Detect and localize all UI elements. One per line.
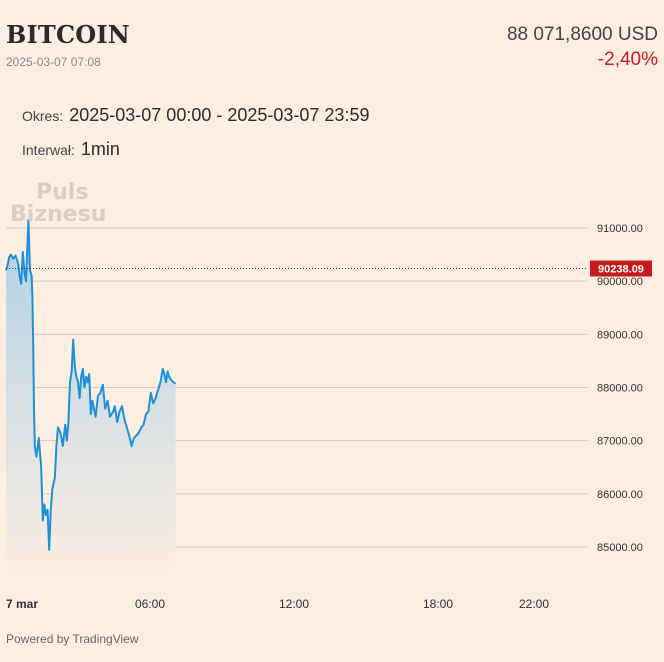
y-tick-label: 90000.00: [597, 276, 643, 288]
price-line: [5, 219, 177, 551]
watermark-line-2: Biznesu: [10, 202, 107, 227]
price-area-fill: [6, 220, 176, 580]
quote-timestamp: 2025-03-07 07:08: [6, 55, 101, 69]
puls-biznesu-watermark: Puls Biznesu: [10, 182, 106, 226]
interval-value: 1min: [80, 139, 120, 159]
reference-price-label: 90238.09: [598, 264, 644, 276]
powered-by-link[interactable]: Powered by TradingView: [6, 632, 139, 646]
asset-title: BITCOIN: [6, 20, 130, 49]
period-label: Okres:: [22, 108, 64, 124]
y-tick-label: 87000.00: [597, 436, 643, 448]
x-tick-label: 12:00: [279, 597, 309, 611]
x-tick-label: 7 mar: [6, 597, 38, 611]
x-tick-label: 18:00: [423, 597, 453, 611]
y-tick-label: 86000.00: [597, 489, 643, 501]
period-value: 2025-03-07 00:00 - 2025-03-07 23:59: [69, 105, 370, 125]
interval-row: Interwał: 1min: [22, 139, 120, 160]
x-tick-label: 06:00: [135, 597, 165, 611]
watermark-line-1: Puls: [36, 180, 89, 205]
y-tick-label: 88000.00: [597, 383, 643, 395]
interval-label: Interwał:: [22, 142, 75, 158]
reference-price-badge: [590, 260, 652, 277]
period-row: Okres: 2025-03-07 00:00 - 2025-03-07 23:…: [22, 105, 369, 126]
y-tick-label: 85000.00: [597, 542, 643, 554]
x-tick-label: 22:00: [519, 597, 549, 611]
current-price: 88 071,8600 USD: [506, 24, 658, 45]
y-tick-label: 91000.00: [597, 223, 643, 235]
y-tick-label: 89000.00: [597, 329, 643, 341]
price-change: -2,40%: [597, 49, 658, 70]
price-chart[interactable]: 85000.00 86000.00 87000.00 88000.00 89000.00…: [0, 200, 664, 620]
